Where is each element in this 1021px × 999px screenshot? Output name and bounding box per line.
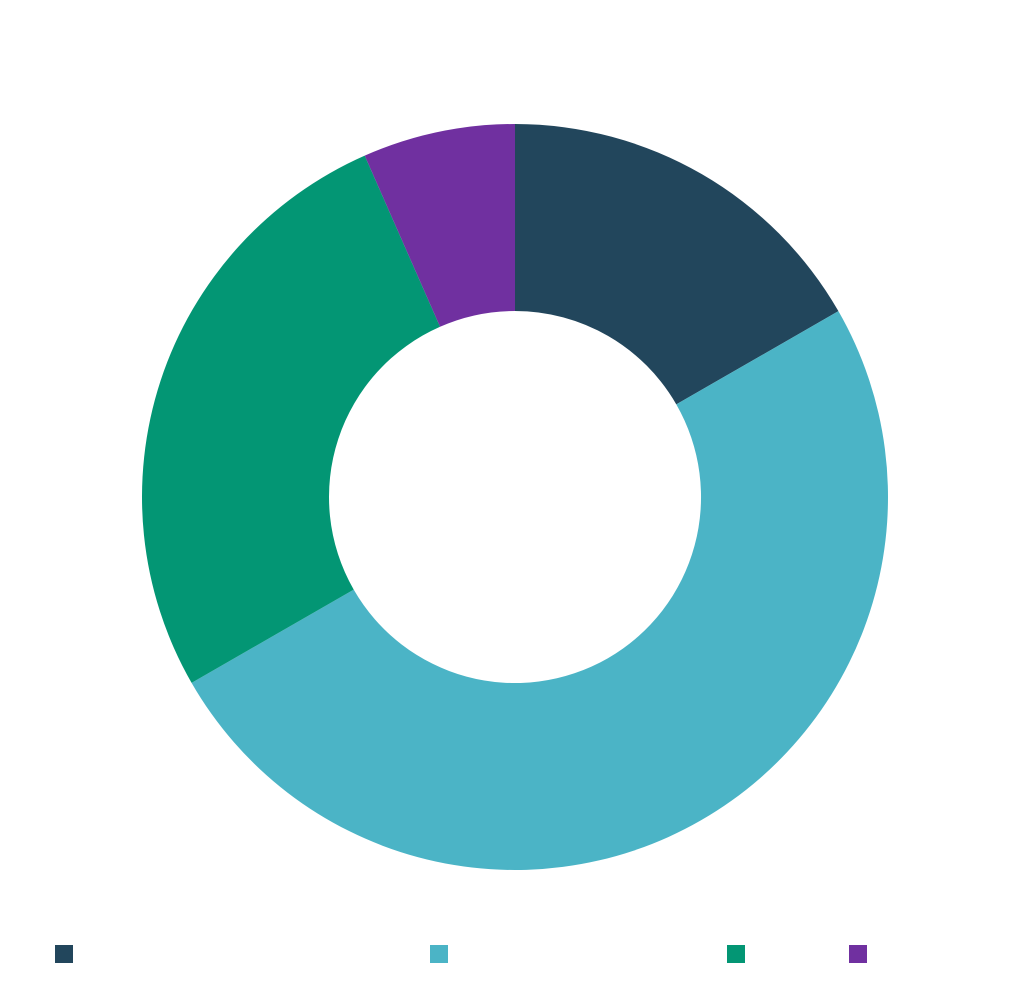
legend-swatch — [727, 945, 745, 963]
donut-slice — [364, 124, 515, 327]
donut-slice — [191, 311, 888, 871]
legend-swatch — [430, 945, 448, 963]
donut-slice — [141, 155, 441, 683]
legend-swatch — [849, 945, 867, 963]
donut-slice — [515, 124, 839, 405]
legend-swatch — [55, 945, 73, 963]
